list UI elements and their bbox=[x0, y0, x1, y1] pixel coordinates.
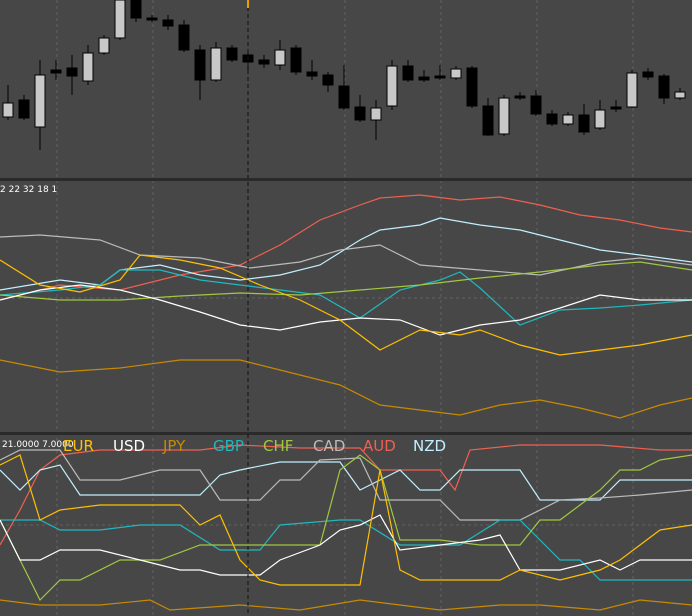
legend-label: JPY bbox=[162, 437, 186, 455]
candle-body bbox=[194, 49, 206, 81]
candle-body bbox=[498, 97, 510, 135]
strength-lines bbox=[0, 194, 692, 419]
candlesticks bbox=[2, 0, 686, 150]
legend-label: CAD bbox=[313, 437, 345, 455]
legend-label: USD bbox=[113, 437, 145, 455]
candle-body bbox=[530, 95, 542, 115]
legend-label: CHF bbox=[263, 437, 293, 455]
candle-body bbox=[226, 47, 238, 61]
panel-separator bbox=[0, 178, 692, 181]
candle-body bbox=[434, 75, 446, 79]
candle-body bbox=[450, 68, 462, 79]
candle-body bbox=[82, 52, 94, 82]
legend-label: AUD bbox=[363, 437, 396, 455]
candle-body bbox=[178, 24, 190, 51]
candle-body bbox=[162, 19, 174, 27]
panel-label: 2 22 32 18 1 bbox=[0, 185, 57, 195]
panel-separator bbox=[0, 432, 692, 435]
candle-body bbox=[290, 47, 302, 73]
candle-body bbox=[402, 65, 414, 81]
rank-lines bbox=[0, 444, 692, 611]
candle-body bbox=[306, 71, 318, 77]
candle-body bbox=[514, 95, 526, 99]
candle-body bbox=[370, 107, 382, 121]
candle-body bbox=[466, 67, 478, 107]
candle-body bbox=[130, 0, 142, 19]
panel-label: 21.0000 7.0000 bbox=[2, 440, 74, 450]
candle-body bbox=[274, 49, 286, 66]
legend: EUR USD JPY GBP CHF CAD AUD NZD bbox=[63, 437, 446, 455]
candle-body bbox=[50, 69, 62, 74]
candle-body bbox=[626, 72, 638, 108]
candle-body bbox=[546, 113, 558, 125]
legend-label: NZD bbox=[413, 437, 446, 455]
candle-body bbox=[146, 17, 158, 21]
candle-body bbox=[34, 74, 46, 128]
candle-body bbox=[418, 76, 430, 81]
legend-label: EUR bbox=[63, 437, 94, 455]
candle-body bbox=[66, 67, 78, 77]
candle-body bbox=[98, 37, 110, 54]
candle-body bbox=[674, 91, 686, 99]
candle-body bbox=[386, 65, 398, 107]
candle-body bbox=[642, 71, 654, 78]
candle-body bbox=[578, 114, 590, 133]
candle-body bbox=[610, 106, 622, 110]
candle-body bbox=[338, 85, 350, 109]
candle-body bbox=[2, 102, 14, 118]
candle-body bbox=[562, 114, 574, 125]
candle-body bbox=[258, 59, 270, 65]
candle-body bbox=[322, 74, 334, 86]
candle-body bbox=[594, 109, 606, 129]
candle-body bbox=[354, 106, 366, 121]
candle-body bbox=[18, 99, 30, 119]
candle-body bbox=[114, 0, 126, 39]
candle-body bbox=[482, 105, 494, 136]
candle-body bbox=[658, 75, 670, 99]
legend-label: GBP bbox=[213, 437, 244, 455]
candle-body bbox=[210, 47, 222, 81]
